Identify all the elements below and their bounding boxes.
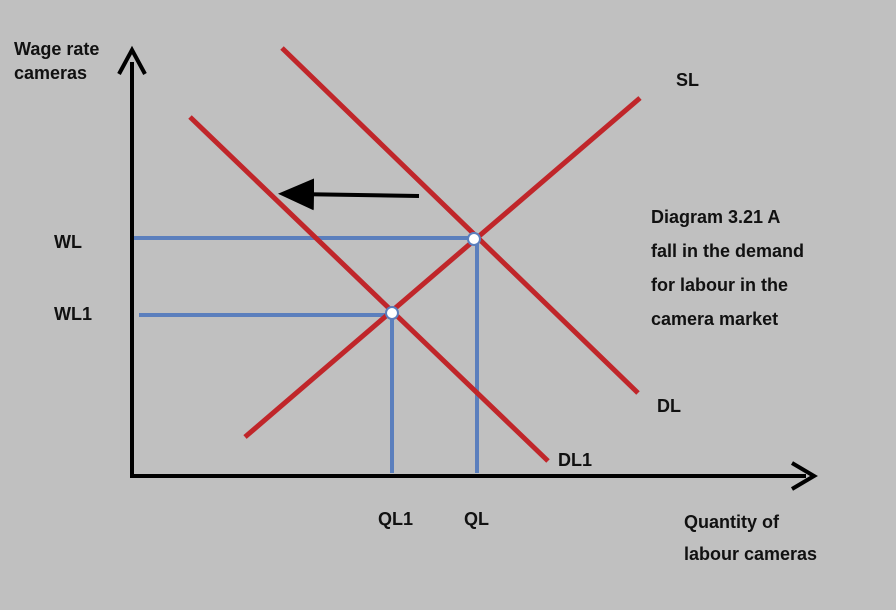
demand-curve-dl1 xyxy=(188,115,550,463)
wage-label-wl: WL xyxy=(54,232,82,252)
y-axis-title-line2: cameras xyxy=(14,63,88,83)
y-axis-title-line1: Wage rate xyxy=(14,39,100,59)
x-axis-arrowhead xyxy=(790,461,818,491)
supply-curve-label: SL xyxy=(676,70,700,90)
demand-new-curve-label: DL1 xyxy=(558,450,593,470)
equilibrium-point-new xyxy=(385,306,399,320)
x-axis-title-line1: Quantity of xyxy=(684,512,779,532)
diagram-caption: Diagram 3.21 A fall in the demand for la… xyxy=(651,200,804,336)
caption-line1: Diagram 3.21 A xyxy=(651,207,781,227)
shift-arrow xyxy=(278,178,420,211)
demand-curve-dl xyxy=(280,46,640,395)
demand-curve-label: DL xyxy=(657,396,681,416)
equilibrium-point-original xyxy=(467,232,481,246)
supply-curve-sl xyxy=(243,96,642,439)
caption-line2: fall in the demand xyxy=(651,241,805,261)
x-axis-title: Quantity of labour cameras xyxy=(684,506,817,570)
caption-line4: camera market xyxy=(651,309,779,329)
y-axis-arrowhead xyxy=(117,45,147,75)
quantity-label-ql1: QL1 xyxy=(378,509,414,529)
wage-label-wl1: WL1 xyxy=(54,304,92,324)
quantity-label-ql: QL xyxy=(464,509,489,529)
x-axis-title-line2: labour cameras xyxy=(684,544,818,564)
caption-line3: for labour in the xyxy=(651,275,788,295)
y-axis-title: Wage rate cameras xyxy=(14,37,99,85)
